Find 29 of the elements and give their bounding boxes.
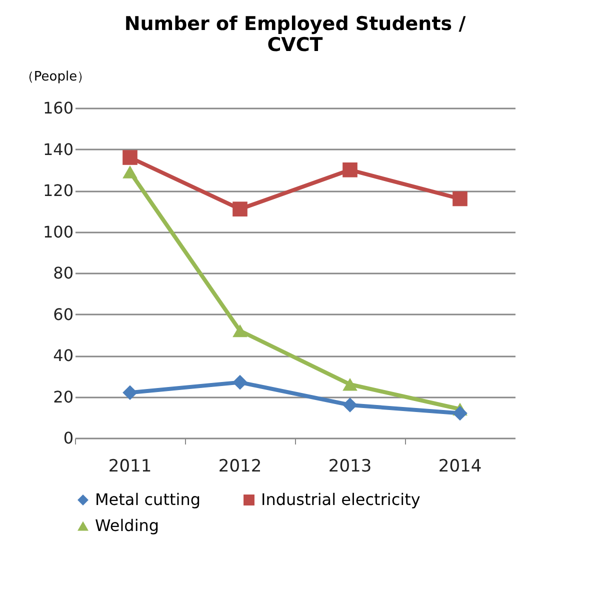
y-tick-label: 20 (53, 387, 74, 406)
y-tick-label: 100 (42, 222, 74, 242)
point (452, 406, 468, 421)
legend-label: Industrial electricity (261, 490, 420, 509)
y-tick-label: 60 (53, 304, 74, 324)
point (232, 202, 248, 216)
point (342, 398, 358, 412)
x-tick-label: 2012 (218, 456, 262, 476)
point (342, 162, 358, 178)
point (122, 385, 138, 400)
point (452, 191, 468, 206)
point (232, 324, 248, 338)
x-tick-label: 2013 (328, 456, 372, 476)
y-tick-label: 160 (42, 98, 74, 118)
point (122, 166, 138, 178)
y-tick-label: 40 (53, 346, 74, 365)
y-tick-label: 140 (42, 140, 74, 159)
legend-label: Metal cutting (95, 490, 200, 509)
y-tick-label: 0 (63, 428, 74, 448)
point (232, 374, 248, 390)
chart-title: Number of Employed Students / CVCT (124, 13, 466, 56)
legend-label: Welding (95, 516, 160, 535)
y-axis-title: （People） (20, 70, 90, 84)
x-tick-label: 2014 (438, 456, 482, 476)
point (122, 150, 138, 165)
y-tick-label: 80 (53, 264, 74, 282)
point (342, 378, 358, 391)
x-tick-label: 2011 (108, 456, 152, 476)
y-tick-label: 120 (42, 181, 74, 200)
